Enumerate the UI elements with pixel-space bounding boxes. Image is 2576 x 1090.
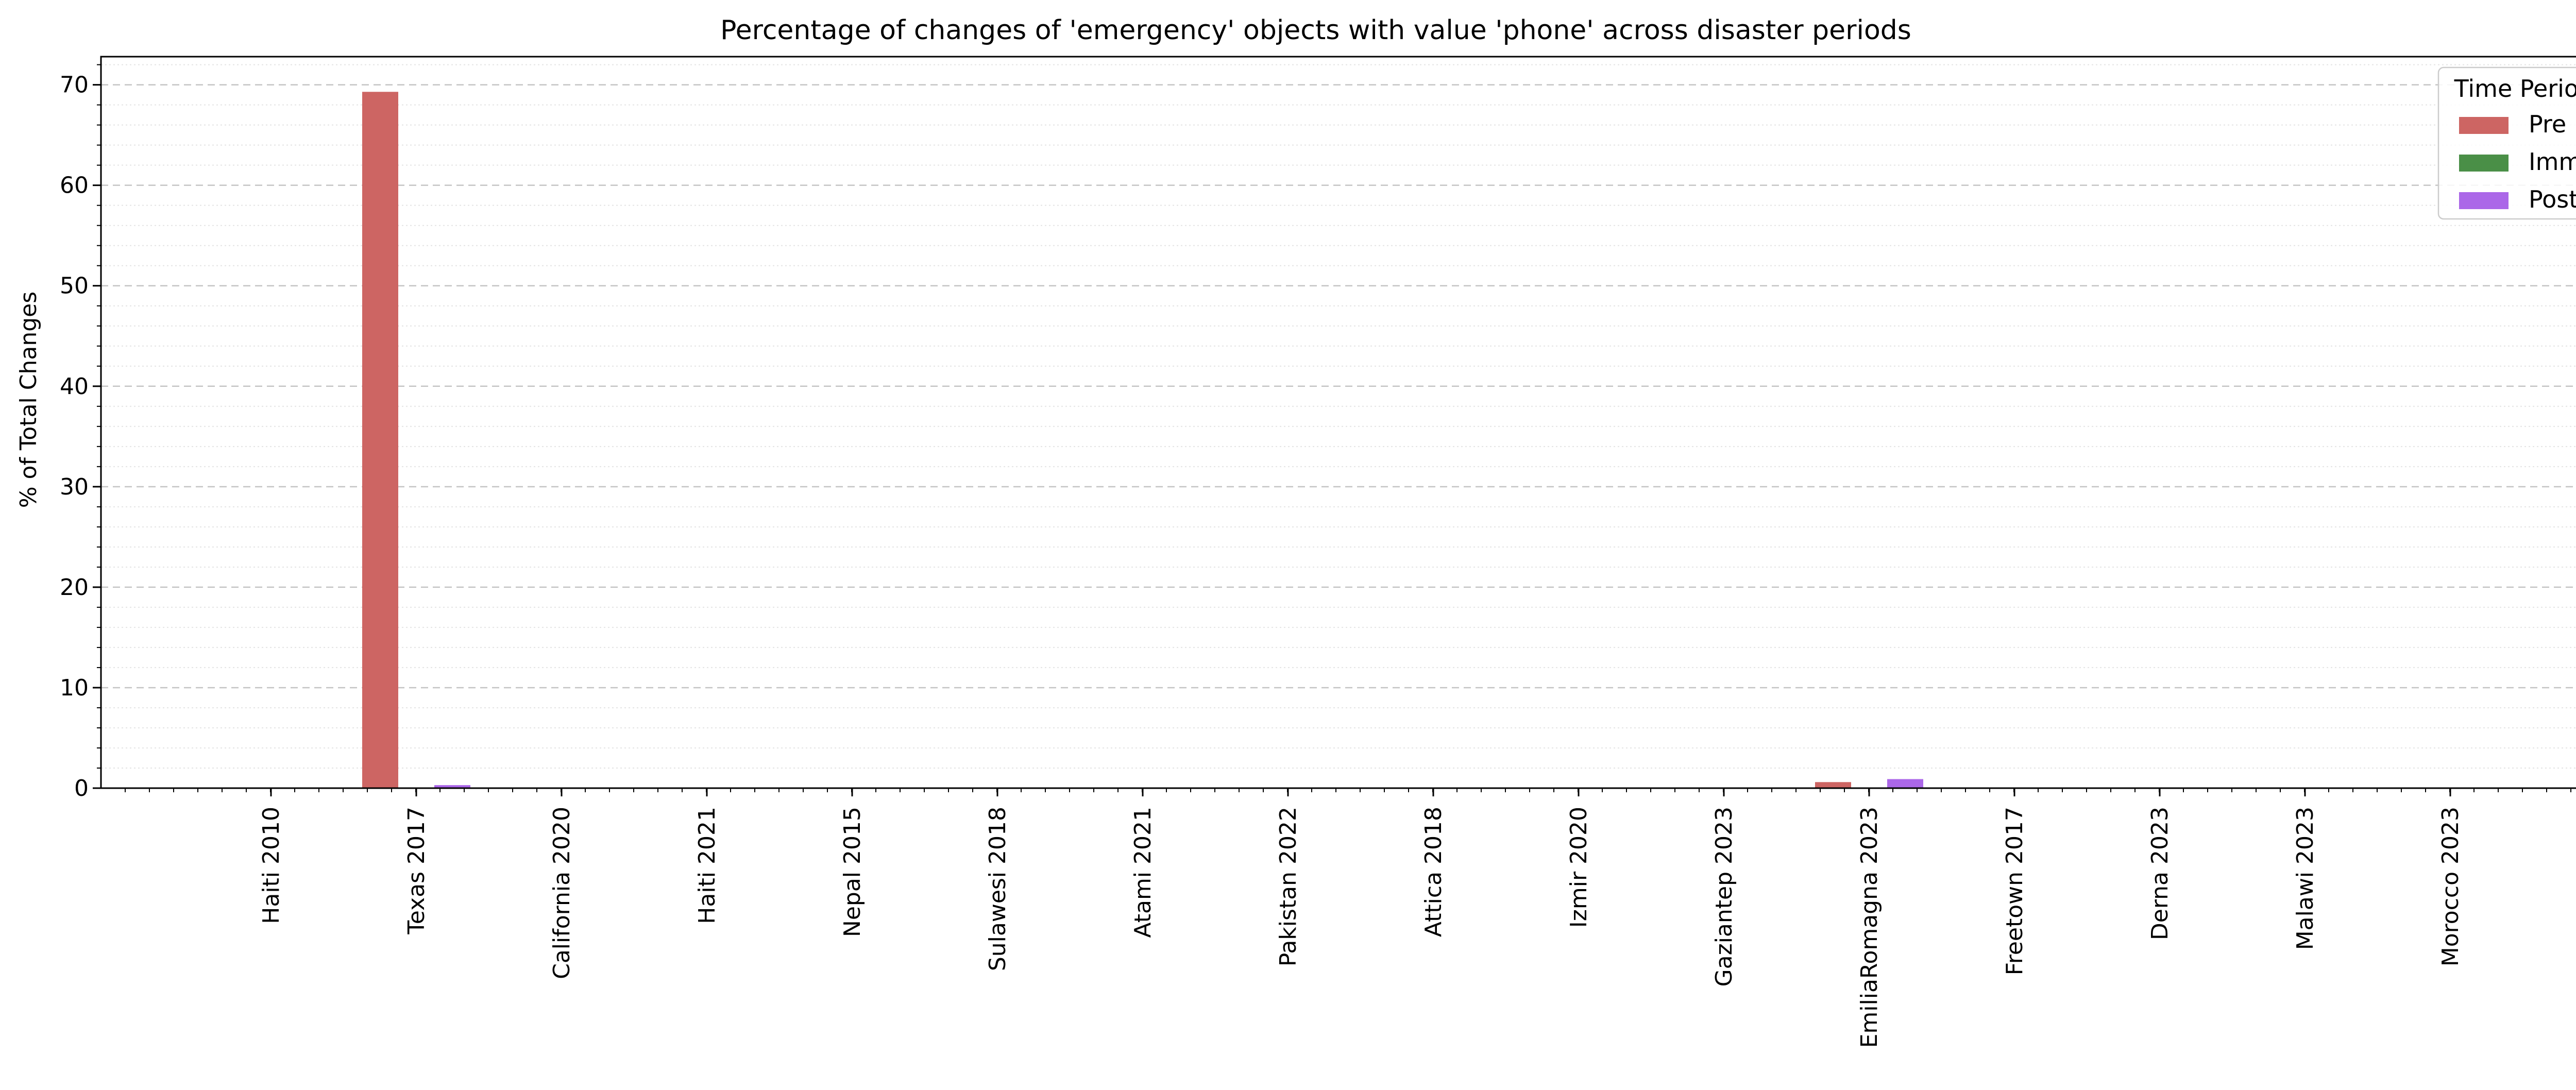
bar-post-1 [434, 785, 470, 788]
y-tick-label: 20 [60, 574, 89, 601]
legend-swatch-post [2459, 192, 2509, 209]
x-tick-label: Sulawesi 2018 [985, 807, 1011, 971]
y-tick-label: 40 [60, 373, 89, 400]
x-tick-label: Haiti 2021 [694, 807, 720, 924]
legend-box [2437, 66, 2576, 220]
x-tick-label: Morocco 2023 [2437, 807, 2464, 966]
x-tick-label: Atami 2021 [1130, 807, 1156, 938]
axes: 0 10 20 30 40 50 60 70 Haiti 2010 Texas 2017 Calif… [60, 56, 2576, 1048]
x-tick-label: Malawi 2023 [2292, 807, 2318, 950]
y-tick-label: 0 [74, 775, 89, 802]
y-tick-label: 50 [60, 273, 89, 299]
bars-group [362, 92, 1923, 788]
x-tick-label: California 2020 [549, 807, 575, 979]
chart-title: Percentage of changes of 'emergency' obj… [720, 15, 1911, 46]
legend-swatch-imm [2459, 155, 2509, 172]
legend-swatch-pre [2459, 117, 2509, 134]
x-tick-label: Gaziantep 2023 [1711, 807, 1737, 986]
bar-pre-1 [362, 92, 398, 788]
y-tick-label: 60 [60, 173, 89, 199]
bar-pre-11 [1815, 782, 1851, 788]
x-tick-label: EmiliaRomagna 2023 [1856, 807, 1883, 1048]
y-axis-label: % of Total Changes [15, 292, 42, 508]
legend: Time Period Pre Imm Post [2437, 66, 2576, 220]
x-tick-label: Attica 2018 [1420, 807, 1447, 937]
bar-post-11 [1887, 779, 1923, 788]
x-tick-label: Derna 2023 [2147, 807, 2173, 940]
legend-label-post: Post [2529, 185, 2576, 213]
grid-lines [101, 64, 2576, 769]
y-tick-label: 70 [60, 72, 89, 98]
legend-title: Time Period [2454, 75, 2576, 103]
x-tick-label: Texas 2017 [403, 807, 430, 935]
x-tick-label: Izmir 2020 [1566, 807, 1592, 928]
plot-frame [100, 56, 2576, 789]
legend-label-pre: Pre [2529, 110, 2566, 138]
legend-label-imm: Imm [2529, 148, 2576, 176]
y-tick-label: 30 [60, 474, 89, 500]
x-tick-label: Haiti 2010 [258, 807, 284, 924]
x-tick-label: Nepal 2015 [839, 807, 866, 937]
x-tick-label: Freetown 2017 [2002, 807, 2028, 975]
x-tick-label: Pakistan 2022 [1275, 807, 1301, 966]
y-tick-label: 10 [60, 675, 89, 701]
